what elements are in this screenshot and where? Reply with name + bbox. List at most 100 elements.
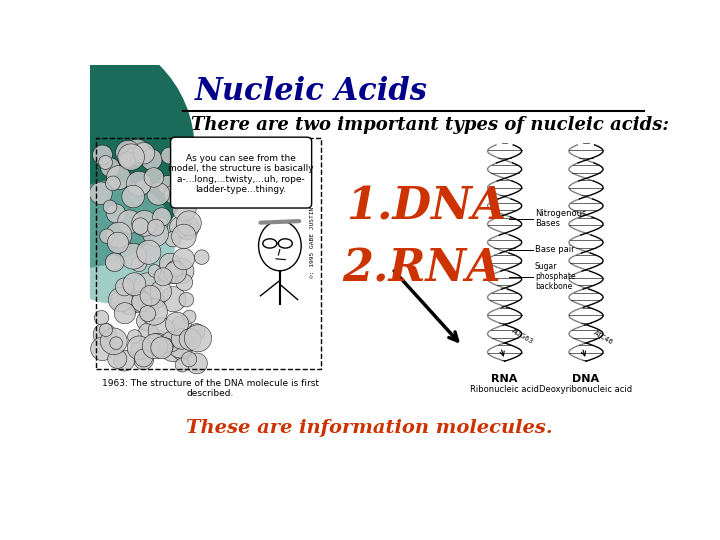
- Circle shape: [179, 328, 201, 350]
- Circle shape: [107, 232, 129, 253]
- Circle shape: [188, 180, 207, 199]
- Circle shape: [140, 306, 156, 322]
- Text: Deoxyribonucleic acid: Deoxyribonucleic acid: [539, 385, 633, 394]
- Circle shape: [135, 180, 150, 194]
- Text: 1.DNA: 1.DNA: [346, 186, 506, 229]
- Circle shape: [107, 204, 126, 223]
- Text: ©: 1995 GABE JUSTIN: ©: 1995 GABE JUSTIN: [310, 206, 315, 278]
- Circle shape: [89, 182, 112, 205]
- Text: Sugar
phosphate
backbone: Sugar phosphate backbone: [535, 262, 575, 292]
- Circle shape: [159, 253, 181, 274]
- Circle shape: [161, 332, 181, 352]
- Circle shape: [161, 147, 178, 164]
- Circle shape: [125, 148, 142, 165]
- Circle shape: [141, 149, 162, 170]
- Circle shape: [171, 316, 192, 335]
- Circle shape: [100, 328, 127, 355]
- Circle shape: [111, 290, 132, 311]
- Circle shape: [186, 353, 207, 374]
- Circle shape: [179, 183, 195, 199]
- Circle shape: [181, 352, 197, 367]
- Circle shape: [127, 336, 151, 360]
- Circle shape: [148, 318, 175, 344]
- Circle shape: [153, 330, 166, 345]
- Circle shape: [108, 349, 127, 368]
- Circle shape: [109, 337, 122, 349]
- Circle shape: [93, 323, 116, 346]
- Circle shape: [147, 333, 169, 356]
- Circle shape: [171, 224, 196, 248]
- Circle shape: [176, 274, 193, 291]
- Circle shape: [179, 292, 194, 307]
- Circle shape: [158, 176, 177, 195]
- Circle shape: [94, 310, 109, 325]
- Circle shape: [167, 332, 194, 358]
- Circle shape: [106, 222, 132, 248]
- Circle shape: [176, 211, 202, 235]
- Circle shape: [175, 150, 192, 166]
- Text: These are information molecules.: These are information molecules.: [186, 419, 552, 437]
- Circle shape: [132, 211, 158, 236]
- Circle shape: [171, 180, 185, 193]
- Circle shape: [164, 185, 184, 204]
- Text: Ribonucleic acid: Ribonucleic acid: [470, 385, 539, 394]
- Circle shape: [172, 197, 196, 221]
- Circle shape: [127, 330, 142, 343]
- Circle shape: [173, 186, 187, 200]
- Circle shape: [133, 350, 153, 369]
- Circle shape: [150, 337, 173, 359]
- Circle shape: [159, 334, 186, 362]
- Circle shape: [118, 292, 141, 315]
- Circle shape: [120, 244, 146, 269]
- Circle shape: [124, 139, 150, 165]
- Circle shape: [140, 299, 168, 325]
- Circle shape: [93, 145, 112, 165]
- Circle shape: [118, 144, 145, 170]
- Circle shape: [169, 144, 186, 161]
- Text: As you can see from the
model, the structure is basically
a-...long,...twisty,..: As you can see from the model, the struc…: [168, 154, 314, 194]
- Circle shape: [99, 323, 112, 336]
- Circle shape: [143, 334, 168, 359]
- Text: 2.RNA: 2.RNA: [342, 247, 500, 291]
- Circle shape: [183, 310, 196, 323]
- Circle shape: [129, 291, 151, 313]
- Circle shape: [154, 268, 172, 286]
- Circle shape: [136, 312, 155, 330]
- Circle shape: [114, 303, 135, 324]
- Circle shape: [189, 154, 212, 178]
- Circle shape: [51, 180, 175, 303]
- Text: 1963: The structure of the DNA molecule is first
described.: 1963: The structure of the DNA molecule …: [102, 379, 319, 398]
- Circle shape: [132, 218, 148, 234]
- Circle shape: [159, 338, 174, 353]
- Circle shape: [137, 240, 161, 264]
- Circle shape: [91, 337, 114, 361]
- Circle shape: [100, 158, 120, 177]
- Text: Nucleic Acids: Nucleic Acids: [194, 76, 428, 107]
- Circle shape: [175, 358, 189, 372]
- Text: Nitrogenous
Bases: Nitrogenous Bases: [535, 209, 586, 228]
- Circle shape: [99, 156, 112, 170]
- Circle shape: [174, 216, 199, 240]
- Circle shape: [148, 219, 164, 236]
- Circle shape: [105, 253, 124, 272]
- Circle shape: [106, 176, 120, 191]
- Circle shape: [131, 342, 145, 356]
- Circle shape: [141, 301, 158, 318]
- Circle shape: [167, 260, 184, 277]
- Text: DNA: DNA: [572, 374, 600, 384]
- Circle shape: [168, 258, 194, 284]
- Circle shape: [117, 210, 141, 233]
- Circle shape: [192, 158, 216, 182]
- Circle shape: [153, 208, 171, 226]
- Circle shape: [115, 278, 133, 296]
- Circle shape: [123, 273, 146, 296]
- Text: There are two important types of nucleic acids:: There are two important types of nucleic…: [191, 116, 669, 134]
- Circle shape: [171, 329, 192, 349]
- Circle shape: [188, 323, 204, 340]
- Circle shape: [174, 154, 202, 181]
- Circle shape: [166, 312, 189, 335]
- FancyBboxPatch shape: [171, 137, 312, 208]
- Circle shape: [117, 239, 130, 252]
- Text: ATC46: ATC46: [593, 329, 614, 345]
- Circle shape: [99, 229, 114, 244]
